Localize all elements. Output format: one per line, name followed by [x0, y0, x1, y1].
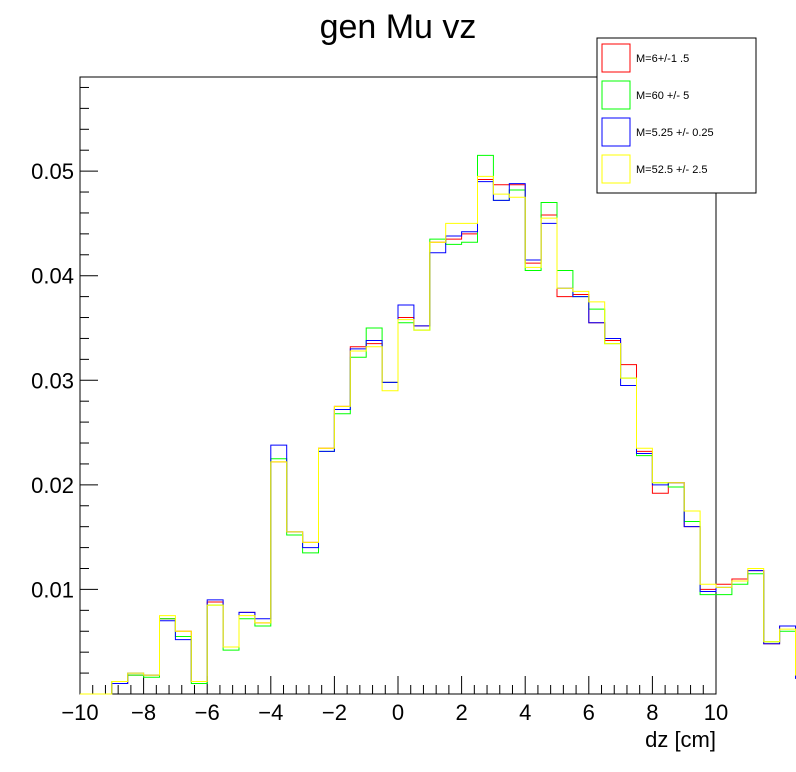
- legend-label-3: M=5.25 +/- 0.25: [636, 127, 714, 139]
- x-tick-label: −4: [258, 700, 283, 725]
- legend-label-4: M=52.5 +/- 2.5: [636, 164, 708, 176]
- legend-frame: [596, 37, 757, 194]
- x-tick-label: −10: [61, 700, 98, 725]
- x-axis: −10 −8 −6 −4 −2 0 2 4 6 8 10: [61, 676, 728, 725]
- y-tick-label: 0.01: [31, 577, 74, 602]
- legend-swatch-2: [601, 80, 631, 110]
- y-tick-label: 0.04: [31, 264, 74, 289]
- legend-label-1: M=6+/-1 .5: [636, 53, 689, 65]
- series-line-2: [80, 154, 796, 695]
- legend-label-2: M=60 +/- 5: [636, 90, 689, 102]
- y-tick-label: 0.02: [31, 473, 74, 498]
- x-tick-label: −8: [131, 700, 156, 725]
- x-tick-label: −2: [322, 700, 347, 725]
- x-tick-label: 2: [455, 700, 467, 725]
- legend-swatch-4: [601, 154, 631, 184]
- x-tick-label: 10: [704, 700, 728, 725]
- y-tick-label: 0.03: [31, 368, 74, 393]
- x-axis-label: dz [cm]: [645, 727, 716, 752]
- chart-title: gen Mu vz: [320, 8, 477, 46]
- series-line-1: [80, 178, 796, 695]
- y-axis: 0.01 0.02 0.03 0.04 0.05: [31, 86, 98, 674]
- x-tick-label: −6: [195, 700, 220, 725]
- x-tick-label: 8: [646, 700, 658, 725]
- series-layer: [80, 154, 796, 695]
- x-tick-label: 4: [519, 700, 531, 725]
- legend-swatch-3: [601, 117, 631, 147]
- legend-swatch-1: [601, 43, 631, 73]
- legend: M=6+/-1 .5 M=60 +/- 5 M=5.25 +/- 0.25 M=52.…: [596, 37, 757, 194]
- y-tick-label: 0.05: [31, 159, 74, 184]
- series-line-3: [80, 181, 796, 695]
- x-tick-label: 0: [392, 700, 404, 725]
- x-tick-label: 6: [583, 700, 595, 725]
- series-line-4: [80, 175, 796, 695]
